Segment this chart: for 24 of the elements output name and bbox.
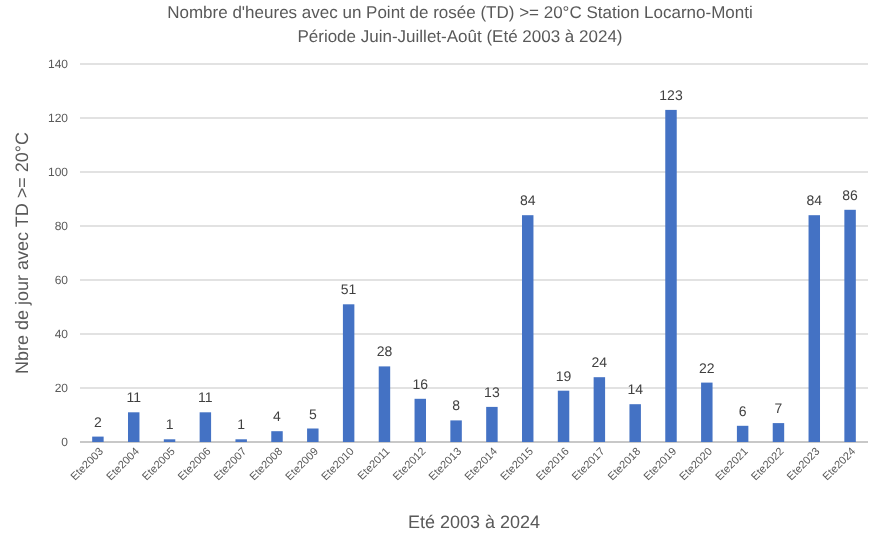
x-axis-title: Eté 2003 à 2024 (407, 512, 541, 532)
bar (808, 215, 820, 442)
bar (128, 412, 140, 442)
bar (450, 420, 462, 442)
bar (307, 428, 319, 442)
bar (414, 398, 426, 442)
bar (665, 109, 677, 442)
bar (629, 404, 641, 442)
bar (486, 406, 498, 442)
bar (378, 366, 391, 442)
bar (593, 377, 606, 442)
y-axis-title: Nbre de jour avec TD >= 20°C (12, 131, 32, 374)
bar (701, 382, 713, 442)
bar (736, 425, 749, 442)
bar (199, 412, 212, 442)
bar (92, 436, 104, 442)
bar (557, 390, 570, 442)
chart-subtitle: Période Juin-Juillet-Août (Eté 2003 à 2024) (297, 26, 623, 46)
bar (271, 431, 283, 442)
bar (844, 209, 856, 442)
bar (772, 423, 785, 442)
chart-title: Nombre d'heures avec un Point de rosée (TD) >= 20°C Station Locarno-Monti (167, 2, 753, 22)
bar (522, 215, 534, 442)
bar (342, 304, 355, 442)
